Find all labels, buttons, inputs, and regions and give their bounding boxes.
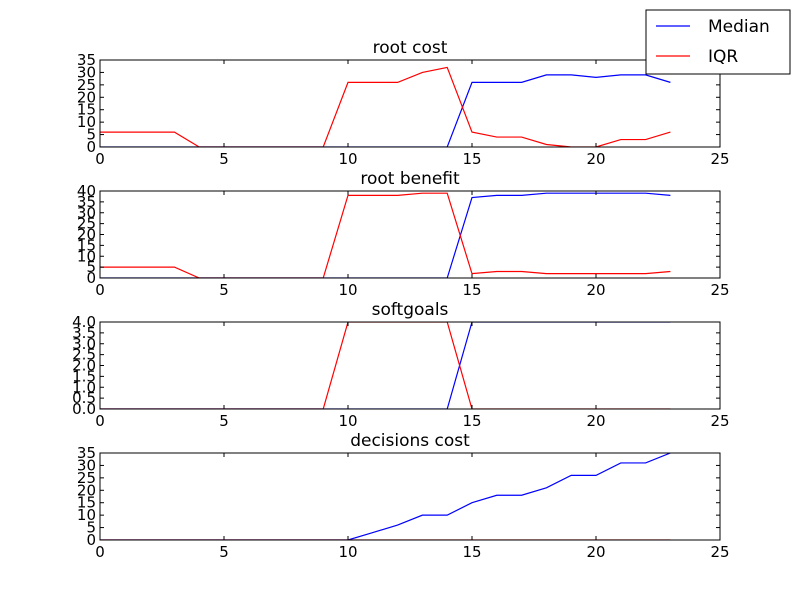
x-tick-label: 25: [710, 150, 729, 168]
x-tick-label: 15: [462, 412, 481, 430]
y-tick-label: 15: [77, 494, 96, 512]
y-tick-label: 25: [77, 215, 96, 233]
y-tick-label: 2.5: [72, 346, 96, 364]
series-line-median: [100, 192, 671, 278]
y-tick-label: 30: [77, 63, 96, 81]
y-tick-label: 3.5: [72, 324, 96, 342]
series-group: [100, 192, 671, 278]
x-tick-label: 20: [586, 281, 605, 299]
y-tick-label: 0: [86, 269, 96, 287]
subplot-title: root benefit: [360, 169, 460, 189]
x-tick-label: 20: [586, 412, 605, 430]
x-tick-label: 15: [462, 150, 481, 168]
y-tick-label: 40: [77, 182, 96, 200]
axes-frame: [99, 59, 721, 148]
y-tick-label: 15: [77, 101, 96, 119]
y-tick-label: 5: [86, 519, 96, 537]
y-tick-label: 15: [77, 236, 96, 254]
y-tick-label: 20: [77, 481, 96, 499]
subplot-title: softgoals: [372, 300, 449, 320]
y-tick-label: 0.0: [72, 400, 96, 418]
x-tick-label: 25: [710, 412, 729, 430]
x-tick-label: 10: [338, 150, 357, 168]
y-tick-label: 0: [86, 138, 96, 156]
x-tick-label: 10: [338, 281, 357, 299]
subplot-title: decisions cost: [350, 431, 470, 451]
legend-median-label: Median: [708, 17, 770, 37]
y-tick-label: 20: [77, 88, 96, 106]
series-group: [100, 453, 671, 540]
axes-frame: [99, 452, 721, 541]
y-tick-label: 1.5: [72, 367, 96, 385]
y-tick-label: 5: [86, 126, 96, 144]
x-tick-label: 20: [586, 150, 605, 168]
x-tick-label: 25: [710, 281, 729, 299]
y-tick-label: 5: [86, 258, 96, 276]
x-tick-label: 5: [219, 281, 229, 299]
x-tick-label: 0: [95, 150, 105, 168]
series-line-iqr: [100, 66, 671, 147]
x-tick-label: 20: [586, 543, 605, 561]
x-tick-label: 0: [95, 543, 105, 561]
y-tick-label: 20: [77, 226, 96, 244]
y-tick-label: 10: [77, 113, 96, 131]
y-tick-label: 1.0: [72, 378, 96, 396]
y-tick-label: 3.0: [72, 335, 96, 353]
series-line-median: [100, 453, 671, 540]
y-tick-label: 4.0: [72, 313, 96, 331]
x-tick-label: 25: [710, 543, 729, 561]
y-tick-label: 25: [77, 76, 96, 94]
legend: Median IQR: [645, 9, 791, 75]
series-group: [100, 66, 671, 147]
y-tick-label: 0.5: [72, 389, 96, 407]
x-tick-label: 10: [338, 543, 357, 561]
y-tick-label: 10: [77, 247, 96, 265]
y-tick-label: 25: [77, 469, 96, 487]
subplot-3: softgoals 0 5 10 15 20 25 0.00.51.01.52.02.53.0…: [72, 300, 729, 430]
series-line-iqr: [100, 192, 671, 278]
legend-iqr-label: IQR: [708, 47, 738, 67]
x-tick-label: 10: [338, 412, 357, 430]
legend-box: [645, 9, 791, 75]
y-tick-label: 35: [77, 193, 96, 211]
series-line-median: [100, 74, 671, 147]
y-tick-label: 35: [77, 444, 96, 462]
y-tick-label: 10: [77, 506, 96, 524]
y-tick-label: 30: [77, 204, 96, 222]
x-tick-label: 0: [95, 281, 105, 299]
x-tick-label: 0: [95, 412, 105, 430]
x-tick-label: 5: [219, 150, 229, 168]
x-tick-label: 15: [462, 543, 481, 561]
y-tick-label: 35: [77, 51, 96, 69]
y-tick-label: 30: [77, 456, 96, 474]
x-tick-label: 5: [219, 543, 229, 561]
y-tick-label: 0: [86, 531, 96, 549]
y-tick-label: 2.0: [72, 357, 96, 375]
x-tick-label: 15: [462, 281, 481, 299]
subplot-title: root cost: [373, 38, 448, 58]
x-tick-label: 5: [219, 412, 229, 430]
